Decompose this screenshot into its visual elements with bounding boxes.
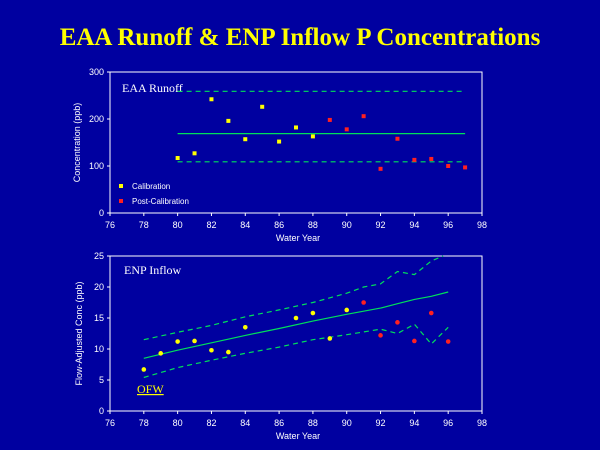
y-tick-label: 25 bbox=[94, 251, 104, 261]
x-axis-label: Water Year bbox=[276, 233, 320, 243]
x-tick-label: 88 bbox=[308, 220, 318, 230]
x-tick-label: 86 bbox=[274, 220, 284, 230]
data-point bbox=[260, 104, 265, 109]
y-axis-label: Concentration (ppb) bbox=[72, 103, 82, 183]
y-tick-label: 5 bbox=[99, 375, 104, 385]
ofw-annotation: OFW bbox=[137, 382, 164, 396]
x-tick-label: 78 bbox=[139, 220, 149, 230]
legend-marker bbox=[119, 184, 123, 188]
data-point bbox=[378, 333, 383, 338]
y-tick-label: 20 bbox=[94, 282, 104, 292]
confidence-band-line bbox=[143, 255, 444, 341]
data-point bbox=[192, 151, 197, 156]
data-point bbox=[226, 349, 231, 355]
legend-label: Post-Calibration bbox=[132, 197, 189, 206]
data-point bbox=[209, 97, 214, 102]
x-tick-label: 90 bbox=[342, 418, 352, 428]
data-point bbox=[243, 137, 248, 142]
x-tick-label: 84 bbox=[240, 220, 250, 230]
data-point bbox=[226, 118, 231, 123]
y-tick-label: 100 bbox=[89, 161, 104, 171]
data-point bbox=[242, 325, 248, 330]
data-point bbox=[361, 114, 366, 119]
y-tick-label: 15 bbox=[94, 313, 104, 323]
data-point bbox=[463, 165, 468, 170]
data-point bbox=[428, 310, 434, 316]
x-tick-label: 86 bbox=[274, 418, 284, 428]
y-tick-label: 0 bbox=[99, 208, 104, 218]
plot-frame bbox=[109, 255, 483, 412]
x-tick-label: 96 bbox=[443, 418, 453, 428]
data-point bbox=[412, 157, 417, 162]
x-tick-label: 82 bbox=[206, 418, 216, 428]
data-point bbox=[395, 136, 400, 141]
y-axis-label: Flow-Adjusted Conc (ppb) bbox=[74, 281, 84, 385]
x-tick-label: 94 bbox=[409, 220, 419, 230]
data-point bbox=[294, 125, 298, 130]
x-tick-label: 98 bbox=[477, 418, 487, 428]
plot-frame bbox=[109, 71, 483, 214]
x-tick-label: 88 bbox=[308, 418, 318, 428]
legend-marker bbox=[119, 199, 123, 203]
data-point bbox=[293, 315, 299, 321]
data-point bbox=[446, 164, 451, 168]
x-tick-label: 76 bbox=[105, 418, 115, 428]
trend-line bbox=[143, 291, 449, 359]
data-point bbox=[327, 336, 333, 341]
chart-enp-inflow: 76 78 80 82 84 86 88 90 92 94 96 98 0 5 10 15 20 25 Water … bbox=[74, 251, 487, 441]
x-tick-label: 80 bbox=[173, 220, 183, 230]
data-point bbox=[395, 320, 400, 325]
data-point bbox=[412, 338, 417, 344]
y-tick-label: 200 bbox=[89, 114, 104, 124]
data-point bbox=[141, 367, 147, 372]
y-tick-label: 10 bbox=[94, 344, 104, 354]
x-tick-label: 94 bbox=[409, 418, 419, 428]
x-tick-label: 90 bbox=[342, 220, 352, 230]
data-point bbox=[344, 307, 350, 313]
confidence-band-line bbox=[143, 323, 449, 379]
x-axis-label: Water Year bbox=[276, 431, 320, 441]
y-tick-label: 300 bbox=[89, 67, 104, 77]
x-tick-label: 84 bbox=[240, 418, 250, 428]
data-point bbox=[209, 347, 214, 353]
data-point bbox=[378, 166, 383, 171]
data-point bbox=[310, 310, 316, 316]
data-point bbox=[310, 134, 315, 139]
x-tick-label: 76 bbox=[105, 220, 115, 230]
slide-title: EAA Runoff & ENP Inflow P Concentrations bbox=[59, 24, 541, 51]
data-point bbox=[277, 139, 282, 144]
data-point bbox=[361, 300, 366, 305]
data-point bbox=[327, 117, 332, 122]
x-tick-label: 80 bbox=[173, 418, 183, 428]
data-point bbox=[175, 339, 180, 344]
legend-label: Calibration bbox=[132, 182, 170, 191]
data-point bbox=[429, 156, 434, 161]
x-tick-label: 98 bbox=[477, 220, 487, 230]
x-tick-label: 82 bbox=[206, 220, 216, 230]
panel-title: ENP Inflow bbox=[124, 263, 182, 277]
data-point bbox=[344, 127, 349, 132]
chart-eaa-runoff: 76 78 80 82 84 86 88 90 92 94 96 98 0 100 200 300 Water … bbox=[72, 67, 487, 243]
x-tick-label: 96 bbox=[443, 220, 453, 230]
data-point bbox=[158, 351, 164, 356]
x-tick-label: 92 bbox=[376, 220, 386, 230]
x-tick-label: 78 bbox=[139, 418, 149, 428]
data-point bbox=[192, 338, 197, 344]
data-point bbox=[445, 339, 451, 344]
panel-title: EAA Runoff bbox=[122, 81, 183, 95]
data-point bbox=[175, 156, 180, 161]
x-tick-label: 92 bbox=[376, 418, 386, 428]
y-tick-label: 0 bbox=[99, 406, 104, 416]
